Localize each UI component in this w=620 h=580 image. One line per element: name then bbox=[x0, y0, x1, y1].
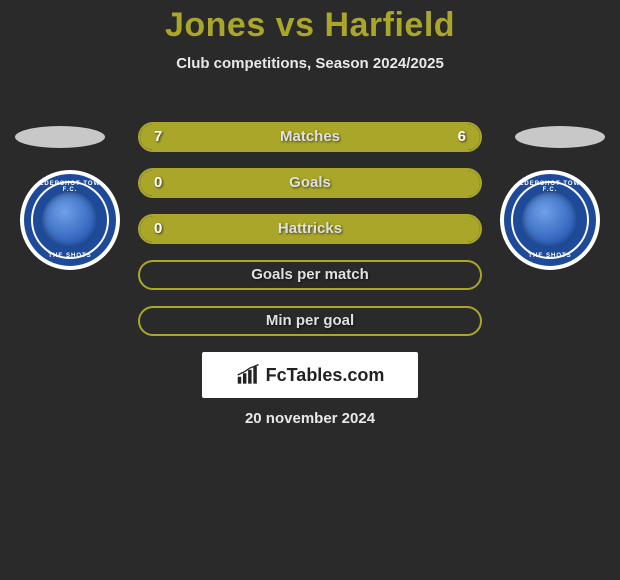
stat-value-right: 6 bbox=[458, 124, 466, 150]
stat-label: Min per goal bbox=[140, 308, 480, 334]
stat-row-matches: 7 Matches 6 bbox=[138, 122, 482, 152]
brand-name: FcTables.com bbox=[266, 365, 385, 386]
bar-chart-icon bbox=[236, 364, 262, 386]
badge-ring-text-top: ALDERSHOT TOWN F.C. bbox=[33, 181, 107, 193]
club-badge-left[interactable]: ALDERSHOT TOWN F.C. THE SHOTS bbox=[20, 170, 120, 270]
badge-ring-text-top: ALDERSHOT TOWN F.C. bbox=[513, 181, 587, 193]
stats-panel: 7 Matches 6 0 Goals 0 Hattricks Goals pe… bbox=[138, 122, 482, 352]
phoenix-icon bbox=[42, 192, 98, 248]
club-badge-inner: ALDERSHOT TOWN F.C. THE SHOTS bbox=[511, 181, 589, 259]
stat-label: Goals per match bbox=[140, 262, 480, 288]
subtitle: Club competitions, Season 2024/2025 bbox=[0, 55, 620, 72]
brand-link[interactable]: FcTables.com bbox=[202, 352, 418, 398]
stat-label: Goals bbox=[140, 170, 480, 196]
footer-date: 20 november 2024 bbox=[0, 410, 620, 427]
club-badge-inner: ALDERSHOT TOWN F.C. THE SHOTS bbox=[31, 181, 109, 259]
stat-row-hattricks: 0 Hattricks bbox=[138, 214, 482, 244]
stat-row-min-per-goal: Min per goal bbox=[138, 306, 482, 336]
phoenix-icon bbox=[522, 192, 578, 248]
stat-row-goals: 0 Goals bbox=[138, 168, 482, 198]
stat-label: Matches bbox=[140, 124, 480, 150]
badge-ring-text-bottom: THE SHOTS bbox=[33, 253, 107, 259]
stat-row-goals-per-match: Goals per match bbox=[138, 260, 482, 290]
badge-ring-text-bottom: THE SHOTS bbox=[513, 253, 587, 259]
player-silhouette-left bbox=[15, 126, 105, 148]
page-title: Jones vs Harfield bbox=[0, 0, 620, 45]
player-silhouette-right bbox=[515, 126, 605, 148]
stat-label: Hattricks bbox=[140, 216, 480, 242]
widget-root: Jones vs Harfield Club competitions, Sea… bbox=[0, 0, 620, 580]
club-badge-right[interactable]: ALDERSHOT TOWN F.C. THE SHOTS bbox=[500, 170, 600, 270]
